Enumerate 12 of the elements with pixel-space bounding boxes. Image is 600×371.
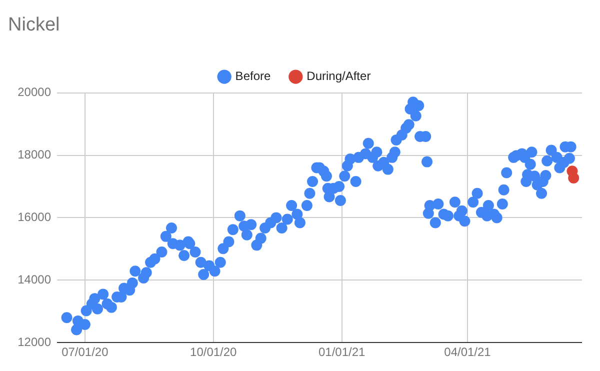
- x-tick-label: 04/01/21: [444, 345, 492, 360]
- x-tick-label: 01/01/21: [318, 345, 366, 360]
- x-tick-label: 10/01/20: [190, 345, 238, 360]
- y-tick-label: 18000: [18, 148, 52, 162]
- y-tick-label: 20000: [18, 85, 52, 100]
- y-tick-label: 14000: [18, 272, 52, 286]
- x-tick-label: 07/01/20: [62, 345, 109, 360]
- y-tick-label: 16000: [18, 210, 52, 224]
- y-tick-label: 12000: [18, 334, 52, 349]
- legend-label: Before: [235, 69, 271, 84]
- legend-label: During/After: [306, 69, 371, 84]
- chart-title: Nickel: [8, 14, 60, 36]
